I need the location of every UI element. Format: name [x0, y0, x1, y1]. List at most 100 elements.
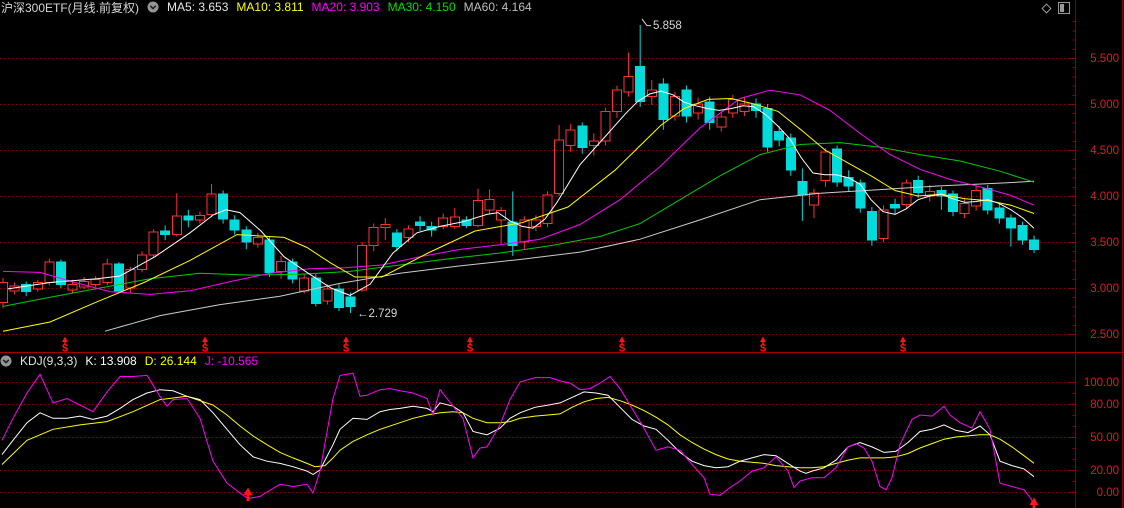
- candle-down: [936, 190, 947, 197]
- candle-up: [739, 103, 750, 112]
- candle-down: [229, 219, 240, 231]
- candle-down: [461, 219, 472, 226]
- low-annotation: ←2.729: [357, 308, 397, 320]
- candle-up: [67, 283, 78, 291]
- candle-up: [496, 210, 507, 221]
- candle-down: [334, 288, 344, 308]
- candle-up: [380, 224, 391, 228]
- kdj-k-value: K: 13.908: [85, 354, 137, 368]
- dividend-marker[interactable]: $: [202, 343, 208, 355]
- candle-down: [310, 277, 321, 305]
- kdj-axis-label: 50.00: [1090, 432, 1119, 444]
- dividend-marker[interactable]: $: [900, 343, 906, 355]
- kdj-axis-label: 0.00: [1097, 487, 1119, 499]
- candle-up: [322, 288, 333, 302]
- candle-up: [820, 151, 831, 181]
- ma30-label: MA30: 4.150: [387, 0, 456, 14]
- candle-up: [32, 282, 43, 290]
- kdj-axis-label: 80.00: [1090, 399, 1119, 411]
- price-axis-label: 5.000: [1090, 99, 1119, 111]
- candle-down: [866, 211, 877, 241]
- ma-line-ma30: [2, 142, 1035, 307]
- ma-line-ma20: [2, 89, 1035, 295]
- candle-up: [90, 279, 101, 285]
- dividend-arrow-icon[interactable]: [900, 336, 906, 343]
- candle-down: [855, 182, 866, 209]
- candle-up: [623, 75, 634, 93]
- candle-up: [194, 214, 205, 221]
- candle-down: [797, 180, 808, 196]
- kdj-line-k: [1, 389, 1035, 478]
- collapse-kdj-icon[interactable]: [0, 355, 12, 367]
- diamond-icon[interactable]: [1041, 2, 1052, 14]
- candle-up: [959, 202, 970, 214]
- ma-line-ma60: [104, 180, 1035, 332]
- price-axis-label: 3.000: [1090, 283, 1119, 295]
- candle-up: [484, 199, 495, 211]
- candle-down: [948, 193, 958, 213]
- candle-up: [554, 139, 565, 194]
- ma60-label: MA60: 4.164: [463, 0, 532, 14]
- candle-up: [809, 192, 819, 206]
- candle-up: [612, 89, 622, 112]
- dividend-arrow-icon[interactable]: [760, 336, 766, 343]
- candle-up: [600, 110, 611, 142]
- candle-down: [890, 203, 900, 209]
- candle-down: [160, 230, 171, 236]
- dividend-arrow-icon[interactable]: [467, 336, 473, 343]
- candle-down: [241, 229, 252, 243]
- candle-up: [357, 245, 368, 291]
- candle-down: [218, 193, 229, 220]
- dividend-arrow-icon[interactable]: [343, 336, 349, 343]
- candle-down: [785, 137, 796, 171]
- candle-up: [519, 219, 530, 243]
- price-axis-label: 5.500: [1090, 53, 1119, 65]
- candle-down: [113, 263, 124, 292]
- dividend-marker[interactable]: $: [467, 343, 473, 355]
- dividend-arrow-icon[interactable]: [619, 336, 625, 343]
- kdj-line-d: [1, 395, 1035, 469]
- kdj-indicator-label[interactable]: KDJ(9,3,3): [20, 354, 78, 368]
- collapse-pane-icon[interactable]: [147, 1, 159, 13]
- candle-down: [391, 232, 402, 248]
- candle-up: [646, 89, 657, 98]
- candle-down: [1029, 239, 1040, 250]
- kdj-axis-label: 100.00: [1084, 377, 1119, 389]
- dividend-arrow-icon[interactable]: [62, 336, 68, 343]
- candle-up: [971, 190, 982, 207]
- candle-up: [473, 200, 483, 226]
- candle-down: [635, 65, 646, 102]
- dividend-marker[interactable]: $: [62, 343, 68, 355]
- candle-up: [276, 260, 286, 272]
- kdj-axis-label: 20.00: [1090, 465, 1119, 477]
- price-axis-label: 3.500: [1090, 237, 1119, 249]
- candle-up: [102, 263, 113, 284]
- ma-line-ma5: [7, 90, 1035, 296]
- candle-up: [438, 217, 449, 227]
- kdj-pane-header: KDJ(9,3,3) K: 13.908 D: 26.144 J: -10.56…: [0, 354, 258, 368]
- dividend-marker[interactable]: $: [760, 343, 766, 355]
- candle-down: [832, 148, 843, 183]
- signal-up-arrow-icon: [243, 487, 253, 495]
- candle-up: [716, 116, 727, 128]
- dividend-arrow-icon[interactable]: [202, 336, 208, 343]
- candle-up: [44, 261, 55, 283]
- split-pane-icon[interactable]: [1058, 2, 1070, 14]
- candle-down: [415, 221, 426, 227]
- candle-down: [1005, 217, 1016, 229]
- candle-up: [449, 216, 460, 227]
- candle-up: [79, 281, 90, 288]
- candle-down: [994, 207, 1005, 219]
- dividend-marker[interactable]: $: [343, 343, 349, 355]
- dividend-marker[interactable]: $: [619, 343, 625, 355]
- candle-up: [252, 236, 263, 245]
- candle-down: [264, 239, 275, 273]
- candle-up: [565, 129, 576, 146]
- candle-up: [878, 209, 889, 239]
- candle-down: [21, 283, 32, 293]
- candle-down: [183, 215, 194, 221]
- candle-down: [704, 101, 715, 123]
- candle-down: [913, 179, 924, 193]
- candle-up: [588, 140, 599, 146]
